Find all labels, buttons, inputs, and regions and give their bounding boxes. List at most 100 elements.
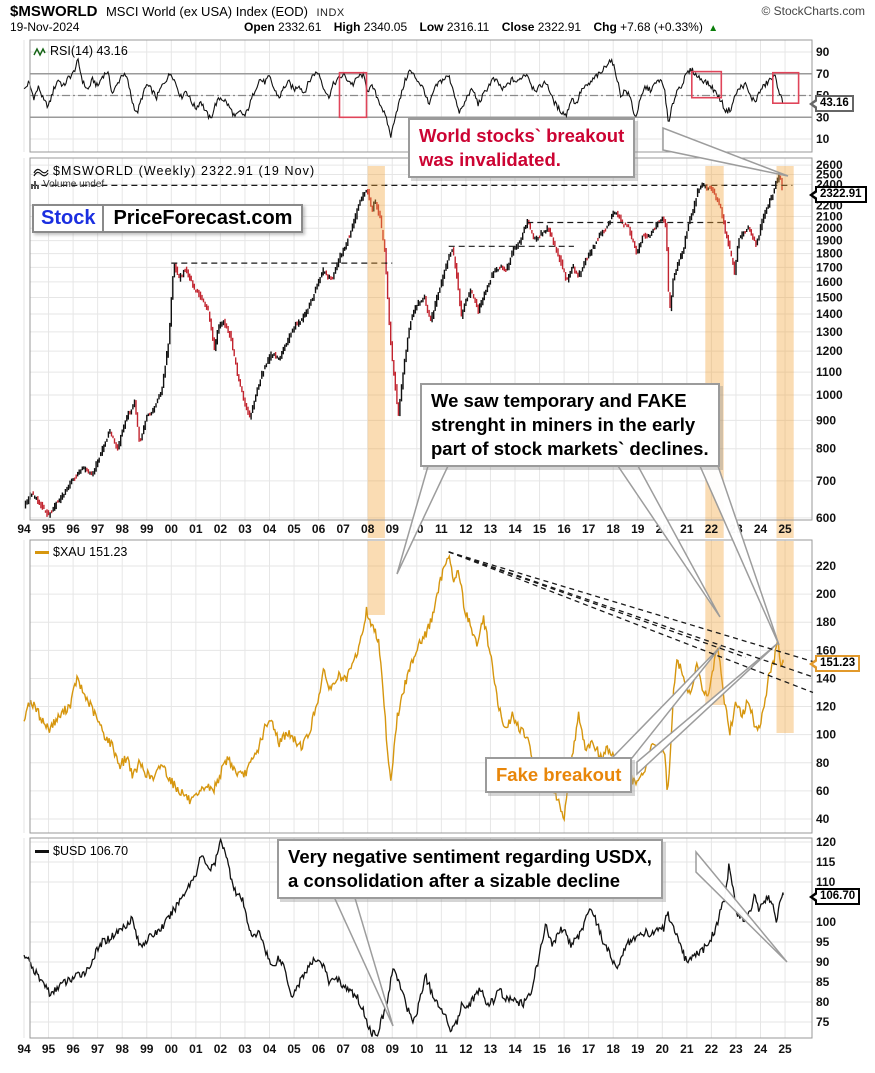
svg-text:140: 140 [816, 671, 836, 685]
svg-text:95: 95 [816, 935, 830, 949]
svg-text:100: 100 [816, 728, 836, 742]
main-price: 2322.91 [820, 188, 862, 200]
svg-text:60: 60 [816, 784, 830, 798]
svg-text:22: 22 [705, 522, 719, 536]
svg-text:2100: 2100 [816, 209, 843, 223]
svg-text:21: 21 [680, 1042, 694, 1056]
svg-text:75: 75 [816, 1015, 830, 1029]
annotation-usdx-sentiment: Very negative sentiment regarding USDX, … [277, 839, 663, 899]
svg-text:1500: 1500 [816, 290, 843, 304]
logo-part-stock: Stock [32, 204, 105, 233]
usd-line-swatch [35, 849, 49, 853]
usd-legend-label: $USD 106.70 [53, 844, 129, 858]
usd-price: 106.70 [820, 890, 856, 902]
svg-text:900: 900 [816, 413, 836, 427]
svg-text:1200: 1200 [816, 344, 843, 358]
annotation-breakout-invalidated: World stocks` breakout was invalidated. [408, 118, 636, 178]
close-label: Close [501, 20, 535, 34]
svg-text:110: 110 [816, 875, 836, 889]
svg-text:94: 94 [17, 522, 31, 536]
svg-text:21: 21 [680, 522, 694, 536]
svg-text:1700: 1700 [816, 260, 843, 274]
svg-text:19: 19 [631, 1042, 645, 1056]
quote-date: 19-Nov-2024 [10, 20, 80, 34]
annotation-fake-breakout: Fake breakout [485, 757, 633, 793]
svg-text:100: 100 [816, 915, 836, 929]
instrument-name: MSCI World (ex USA) Index (EOD) [105, 4, 308, 19]
svg-text:14: 14 [508, 522, 522, 536]
svg-text:25: 25 [778, 1042, 792, 1056]
chg-value: +7.68 (+0.33%) [620, 20, 703, 34]
volume-legend-label: Volume undef [43, 179, 105, 190]
indicator-icon [33, 46, 46, 57]
chg-label: Chg [593, 20, 617, 34]
svg-text:13: 13 [484, 522, 498, 536]
svg-text:70: 70 [816, 67, 830, 81]
svg-text:95: 95 [42, 522, 56, 536]
svg-text:08: 08 [361, 1042, 375, 1056]
rsi-legend: RSI(14) 43.16 [33, 44, 128, 58]
svg-text:30: 30 [816, 110, 830, 124]
svg-text:220: 220 [816, 559, 836, 573]
svg-text:22: 22 [705, 1042, 719, 1056]
price-style-icon [33, 168, 49, 177]
svg-text:08: 08 [361, 522, 375, 536]
svg-text:1300: 1300 [816, 325, 843, 339]
svg-text:03: 03 [238, 1042, 252, 1056]
svg-text:15: 15 [533, 1042, 547, 1056]
open-label: Open [244, 20, 275, 34]
svg-text:2000: 2000 [816, 221, 843, 235]
xau-line-swatch [35, 550, 49, 554]
svg-text:1900: 1900 [816, 234, 843, 248]
usd-price-tag: 106.70 [808, 888, 861, 905]
logo-part-priceforecast: PriceForecast.com [104, 204, 304, 233]
svg-text:24: 24 [754, 522, 768, 536]
svg-text:96: 96 [66, 1042, 80, 1056]
svg-text:11: 11 [435, 522, 448, 536]
svg-text:80: 80 [816, 756, 830, 770]
svg-text:01: 01 [189, 1042, 203, 1056]
open-value: 2332.61 [278, 20, 322, 34]
svg-text:19: 19 [631, 522, 645, 536]
main-price-tag: 2322.91 [809, 186, 867, 203]
svg-text:98: 98 [116, 1042, 130, 1056]
svg-text:90: 90 [816, 45, 830, 59]
exchange-label: INDX [316, 7, 345, 19]
svg-text:18: 18 [607, 1042, 621, 1056]
svg-text:17: 17 [582, 1042, 596, 1056]
svg-text:1400: 1400 [816, 307, 843, 321]
svg-text:120: 120 [816, 700, 836, 714]
svg-text:00: 00 [165, 1042, 179, 1056]
ohlc-quote-row: Open 2332.61 High 2340.05 Low 2316.11 Cl… [235, 20, 718, 34]
svg-text:04: 04 [263, 1042, 277, 1056]
svg-text:97: 97 [91, 1042, 105, 1056]
svg-text:05: 05 [287, 1042, 301, 1056]
annotation-miners-fake-strength: We saw temporary and FAKE strenght in mi… [420, 383, 720, 467]
svg-text:90: 90 [816, 955, 830, 969]
svg-text:1800: 1800 [816, 247, 843, 261]
svg-text:06: 06 [312, 1042, 326, 1056]
xau-price-tag: 151.23 [808, 655, 861, 672]
svg-text:1600: 1600 [816, 275, 843, 289]
svg-text:80: 80 [816, 995, 830, 1009]
svg-text:1100: 1100 [816, 365, 842, 379]
svg-text:01: 01 [189, 522, 203, 536]
svg-text:120: 120 [816, 835, 836, 849]
svg-text:09: 09 [386, 1042, 400, 1056]
svg-text:04: 04 [263, 522, 277, 536]
svg-text:20: 20 [656, 1042, 670, 1056]
svg-text:07: 07 [336, 522, 350, 536]
svg-text:17: 17 [582, 522, 596, 536]
svg-text:2600: 2600 [816, 158, 843, 172]
svg-text:07: 07 [336, 1042, 350, 1056]
rsi-value-tag: 43.16 [809, 95, 854, 112]
low-label: Low [419, 20, 444, 34]
xau-legend: $XAU 151.23 [35, 545, 127, 559]
svg-text:06: 06 [312, 522, 326, 536]
svg-text:97: 97 [91, 522, 105, 536]
close-value: 2322.91 [537, 20, 582, 34]
svg-text:115: 115 [816, 855, 836, 869]
svg-text:95: 95 [42, 1042, 56, 1056]
svg-text:99: 99 [140, 1042, 154, 1056]
volume-legend: Volume undef [31, 179, 104, 190]
